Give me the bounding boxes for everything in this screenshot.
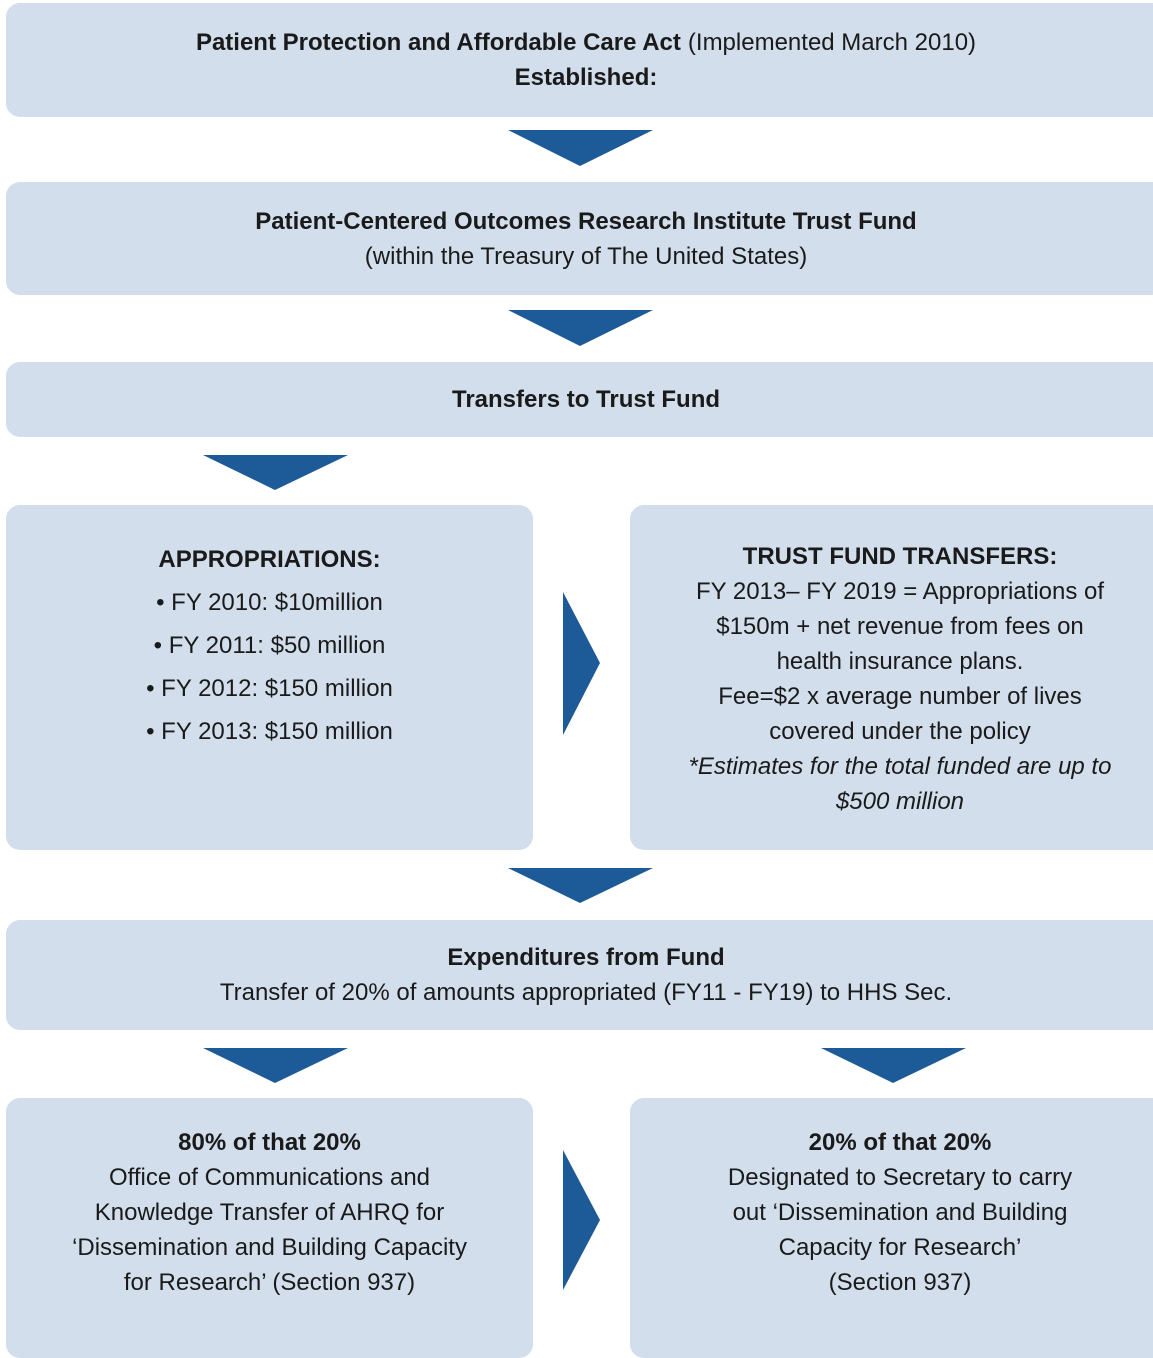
text: Transfer of 20% of amounts appropriated …: [219, 979, 953, 1006]
box: 20% of that 20% Designated to Secretary t…: [630, 1098, 1153, 1358]
text-line: $150m + net revenue from fees on: [716, 609, 1084, 644]
box: TRUST FUND TRANSFERS: FY 2013– FY 2019 = …: [630, 505, 1153, 850]
text-line: • FY 2012: $150 million: [146, 667, 393, 710]
text-line: covered under the policy: [769, 714, 1031, 749]
text: Established:: [514, 64, 658, 91]
text-line: out ‘Dissemination and Building: [733, 1195, 1068, 1230]
text-line: • FY 2010: $10million: [156, 581, 383, 624]
text: 80% of that 20%: [178, 1129, 361, 1156]
text-line: Transfers to Trust Fund: [452, 382, 720, 417]
text-line: ‘Dissemination and Building Capacity: [72, 1230, 467, 1265]
text: Knowledge Transfer of AHRQ for: [94, 1199, 445, 1226]
text-line: Designated to Secretary to carry: [728, 1160, 1072, 1195]
text-line: Office of Communications and: [109, 1160, 430, 1195]
text-line: 80% of that 20%: [178, 1125, 361, 1160]
text: Designated to Secretary to carry: [727, 1164, 1073, 1191]
arrow-down: [203, 1048, 348, 1083]
arrow-down: [508, 310, 653, 346]
text: (Implemented March 2010): [687, 29, 977, 56]
box: Expenditures from Fund Transfer of 20% of…: [6, 920, 1153, 1030]
text: APPROPRIATIONS:: [158, 546, 381, 573]
text-line: APPROPRIATIONS:: [158, 538, 380, 581]
text: for Research’ (Section 937): [123, 1269, 416, 1296]
text: ‘Dissemination and Building Capacity: [72, 1234, 467, 1261]
box: 80% of that 20% Office of Communications …: [6, 1098, 533, 1358]
text: TRUST FUND TRANSFERS:: [742, 543, 1058, 570]
text: Capacity for Research’: [778, 1234, 1022, 1261]
text-line: Knowledge Transfer of AHRQ for: [95, 1195, 445, 1230]
text-line: Fee=$2 x average number of lives: [718, 679, 1082, 714]
text-line: Established:: [515, 60, 658, 95]
text: (Section 937): [828, 1269, 972, 1296]
text: • FY 2010: $10million: [156, 589, 383, 616]
text-line: Transfer of 20% of amounts appropriated …: [220, 975, 952, 1010]
text: health insurance plans.: [776, 648, 1024, 675]
arrow-down: [508, 868, 653, 903]
text-line: 20% of that 20%: [809, 1125, 992, 1160]
text: covered under the policy: [769, 718, 1031, 745]
text: *Estimates for the total funded are up t…: [688, 753, 1112, 780]
text: • FY 2012: $150 million: [146, 675, 393, 702]
text: • FY 2011: $50 million: [153, 632, 386, 659]
text-line: TRUST FUND TRANSFERS:: [743, 539, 1058, 574]
text-line: for Research’ (Section 937): [124, 1265, 415, 1300]
text-line: Patient Protection and Affordable Care A…: [196, 25, 976, 60]
text-line: Patient-Centered Outcomes Research Insti…: [255, 204, 916, 239]
text-line: health insurance plans.: [777, 644, 1024, 679]
text: Office of Communications and: [108, 1164, 431, 1191]
text: $500 million: [835, 788, 965, 815]
box: APPROPRIATIONS: • FY 2010: $10million • FY…: [6, 505, 533, 850]
box: Transfers to Trust Fund: [6, 362, 1153, 437]
text: Transfers to Trust Fund: [451, 386, 721, 413]
text-line: Capacity for Research’: [779, 1230, 1022, 1265]
text: 20% of that 20%: [808, 1129, 992, 1156]
arrow-down: [203, 455, 348, 490]
arrow-right: [563, 1150, 600, 1290]
text-line: (Section 937): [829, 1265, 972, 1300]
text-line: Expenditures from Fund: [447, 940, 724, 975]
box: Patient Protection and Affordable Care A…: [6, 3, 1153, 117]
text: Patient-Centered Outcomes Research Insti…: [255, 207, 917, 235]
text: (within the Treasury of The United State…: [364, 242, 808, 270]
text: out ‘Dissemination and Building: [732, 1199, 1068, 1226]
text-line: FY 2013– FY 2019 = Appropriations of: [696, 574, 1104, 609]
text: Expenditures from Fund: [447, 944, 725, 971]
arrow-down: [821, 1048, 966, 1083]
text-line: • FY 2013: $150 million: [146, 710, 393, 753]
arrow-down: [508, 130, 653, 166]
box: Patient-Centered Outcomes Research Insti…: [6, 182, 1153, 295]
text: Patient Protection and Affordable Care A…: [195, 29, 681, 56]
text-line: *Estimates for the total funded are up t…: [689, 749, 1112, 784]
arrow-right: [563, 592, 600, 735]
text-line: • FY 2011: $50 million: [154, 624, 386, 667]
text: FY 2013– FY 2019 = Appropriations of: [695, 578, 1105, 605]
text-line: (within the Treasury of The United State…: [365, 239, 807, 274]
text: Fee=$2 x average number of lives: [718, 683, 1082, 710]
text: • FY 2013: $150 million: [146, 718, 393, 745]
text-line: $500 million: [836, 784, 964, 819]
text: $150m + net revenue from fees on: [716, 613, 1084, 640]
